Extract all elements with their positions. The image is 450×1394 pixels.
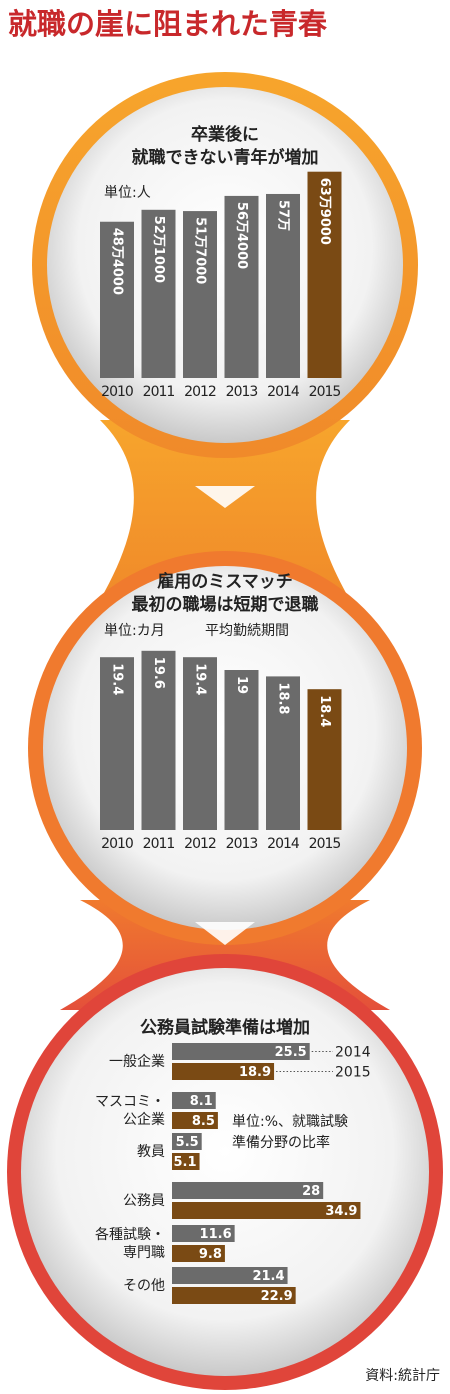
connector bbox=[100, 420, 350, 600]
bar bbox=[172, 1225, 235, 1242]
bar bbox=[183, 657, 217, 830]
circle-panel bbox=[21, 968, 429, 1376]
value-label: 9.8 bbox=[199, 1247, 222, 1262]
bar bbox=[172, 1112, 218, 1129]
unit-label: 単位:人 bbox=[104, 185, 151, 201]
bar bbox=[141, 650, 176, 830]
category-label: 公企業 bbox=[123, 1111, 165, 1128]
legend-label: 2015 bbox=[335, 1065, 371, 1081]
bar bbox=[172, 1245, 225, 1262]
value-label: 18.9 bbox=[239, 1065, 271, 1080]
value-label: 57万 bbox=[276, 200, 291, 231]
bar bbox=[100, 221, 134, 378]
note: 単位:%、就職試験 bbox=[232, 1114, 348, 1130]
bar bbox=[224, 195, 259, 378]
bar bbox=[172, 1043, 310, 1060]
value-label: 28 bbox=[302, 1184, 320, 1199]
category-label: 各種試験・ bbox=[95, 1227, 165, 1243]
value-label: 48万4000 bbox=[110, 228, 125, 295]
bar bbox=[307, 689, 342, 830]
category-label: 専門職 bbox=[123, 1245, 165, 1261]
value-label: 19.6 bbox=[151, 657, 166, 689]
legend-label: 2014 bbox=[335, 1045, 371, 1061]
bar bbox=[172, 1202, 361, 1219]
bar bbox=[172, 1287, 296, 1304]
chart-title: 公務員試験準備は増加 bbox=[140, 1017, 310, 1038]
category-label: 公務員 bbox=[123, 1193, 165, 1209]
bar bbox=[172, 1092, 216, 1109]
value-label: 25.5 bbox=[275, 1045, 307, 1060]
note: 準備分野の比率 bbox=[232, 1134, 330, 1151]
bar bbox=[266, 676, 300, 830]
value-label: 8.5 bbox=[192, 1114, 215, 1129]
x-tick-label: 2012 bbox=[184, 384, 216, 400]
chart-subtitle: 平均勤続期間 bbox=[205, 622, 289, 639]
value-label: 19.4 bbox=[110, 663, 125, 695]
page-title: 就職の崖に阻まれた青春 bbox=[8, 7, 328, 41]
bar bbox=[172, 1182, 324, 1199]
bar bbox=[224, 670, 259, 830]
arrow bbox=[195, 486, 255, 508]
value-label: 19 bbox=[234, 676, 249, 694]
x-tick-label: 2011 bbox=[143, 836, 175, 852]
value-label: 52万1000 bbox=[151, 216, 166, 283]
source: 資料:統計庁 bbox=[365, 1368, 440, 1384]
x-tick-label: 2012 bbox=[184, 836, 216, 852]
value-label: 18.4 bbox=[317, 695, 332, 727]
value-label: 21.4 bbox=[252, 1269, 284, 1284]
bar bbox=[172, 1267, 288, 1284]
value-label: 34.9 bbox=[325, 1204, 357, 1219]
x-tick-label: 2015 bbox=[309, 836, 341, 852]
chart-title: 雇用のミスマッチ bbox=[157, 571, 293, 592]
x-tick-label: 2010 bbox=[101, 384, 133, 400]
bar bbox=[307, 171, 342, 378]
bar bbox=[141, 209, 176, 378]
x-tick-label: 2014 bbox=[267, 836, 300, 852]
bar bbox=[172, 1133, 202, 1150]
category-label: マスコミ・ bbox=[95, 1094, 165, 1110]
x-tick-label: 2010 bbox=[101, 836, 133, 852]
x-tick-label: 2013 bbox=[226, 384, 258, 400]
value-label: 8.1 bbox=[190, 1094, 213, 1109]
value-label: 11.6 bbox=[200, 1227, 232, 1242]
x-tick-label: 2013 bbox=[226, 836, 258, 852]
bar bbox=[172, 1063, 275, 1080]
x-tick-label: 2014 bbox=[267, 384, 300, 400]
value-label: 19.4 bbox=[193, 663, 208, 695]
value-label: 5.1 bbox=[174, 1155, 197, 1170]
category-label: 一般企業 bbox=[109, 1053, 165, 1070]
x-tick-label: 2015 bbox=[309, 384, 341, 400]
arrow bbox=[195, 922, 255, 945]
value-label: 56万4000 bbox=[234, 202, 249, 269]
value-label: 22.9 bbox=[261, 1289, 293, 1304]
unit-label: 単位:カ月 bbox=[104, 623, 165, 639]
category-label: 教員 bbox=[137, 1144, 165, 1160]
chart-title: 卒業後に bbox=[191, 124, 259, 145]
value-label: 5.5 bbox=[176, 1135, 199, 1150]
x-tick-label: 2011 bbox=[143, 384, 175, 400]
bar bbox=[266, 193, 300, 378]
category-label: その他 bbox=[123, 1278, 165, 1294]
chart-title: 就職できない青年が増加 bbox=[132, 147, 319, 168]
value-label: 18.8 bbox=[276, 682, 291, 714]
bar bbox=[172, 1153, 200, 1170]
bar bbox=[100, 657, 134, 830]
bar bbox=[183, 211, 217, 378]
chart-title: 最初の職場は短期で退職 bbox=[132, 594, 319, 615]
value-label: 51万7000 bbox=[193, 217, 208, 284]
value-label: 63万9000 bbox=[317, 178, 332, 245]
